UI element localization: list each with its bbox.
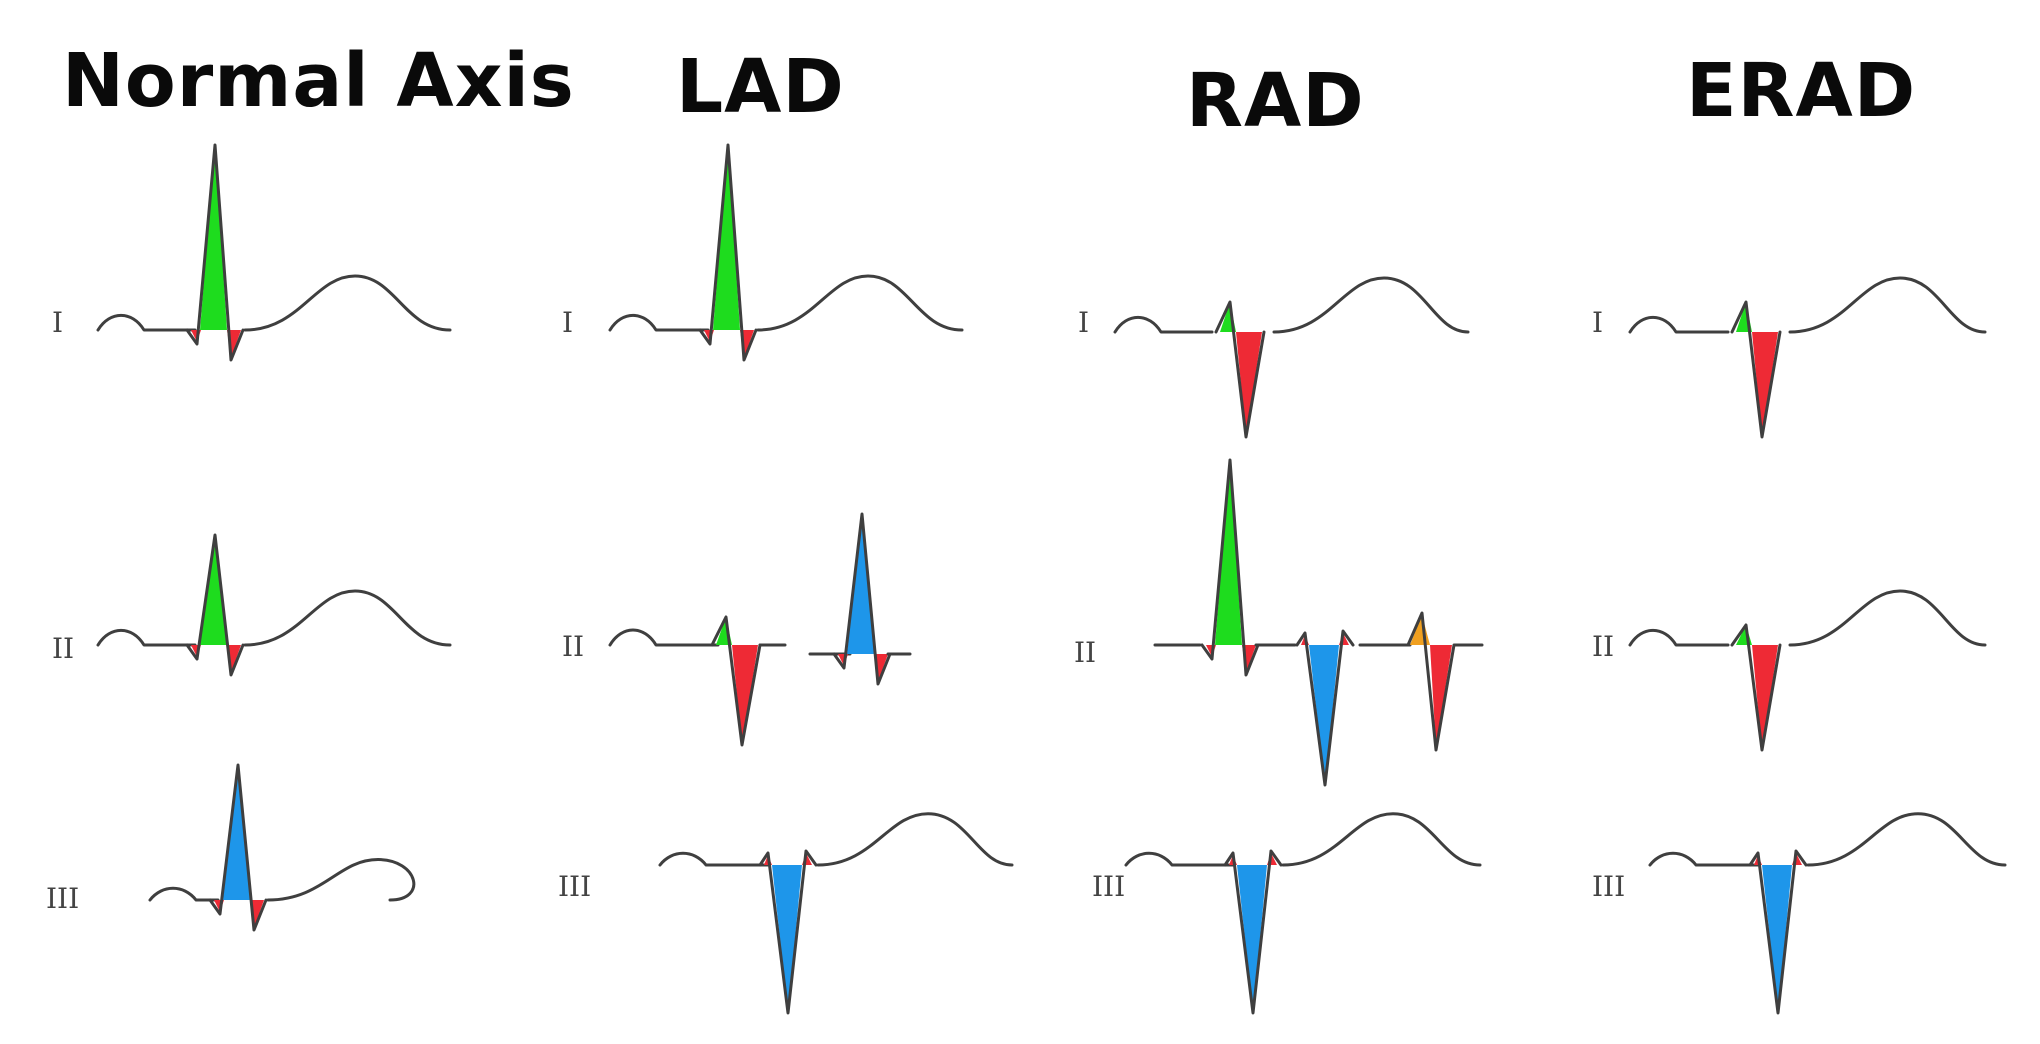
- lead-label-lad-ii: II: [562, 630, 585, 663]
- lead-label-erad-iii: III: [1592, 870, 1626, 903]
- lad-i-qrs-line: [698, 143, 758, 362]
- lad-i-p-wave: [608, 314, 710, 332]
- normal-iii-t-wave: [266, 858, 416, 902]
- rad-i-t-wave: [1272, 276, 1470, 334]
- erad-ii-s-fill: [1752, 645, 1778, 750]
- lead-label-erad-ii: II: [1592, 630, 1615, 663]
- erad-iii-p-wave: [1648, 851, 1760, 867]
- erad-i-p-wave: [1628, 316, 1730, 334]
- normal-ii-p-wave: [96, 629, 197, 647]
- lad-ii-a-s-fill: [732, 645, 758, 745]
- column-title-lad: LAD: [676, 44, 845, 130]
- erad-ii-p-wave: [1628, 629, 1730, 647]
- rad-ii-c-s-fill: [1430, 645, 1452, 748]
- rad-iii-s-fill: [1237, 865, 1267, 1013]
- lad-ii-b-r-fill: [847, 514, 874, 654]
- lad-ii-a-qrs-line: [710, 615, 762, 747]
- lead-label-normal-iii: III: [46, 882, 80, 915]
- erad-i-t-wave: [1788, 276, 1987, 334]
- lad-ii-b-qrs-line: [832, 512, 892, 686]
- lead-label-normal-ii: II: [52, 632, 75, 665]
- erad-i-s-fill: [1752, 332, 1778, 437]
- lead-label-lad-i: I: [562, 306, 574, 339]
- normal-i-p-wave: [96, 314, 197, 332]
- lad-iii-s-fill: [772, 865, 802, 1013]
- normal-iii-qrs-line: [208, 763, 268, 932]
- erad-ii-t-wave: [1788, 589, 1987, 647]
- column-title-normal-axis: Normal Axis: [62, 38, 575, 124]
- normal-ii-qrs-line: [185, 533, 245, 677]
- erad-iii-qrs-line: [1748, 849, 1808, 1015]
- rad-iii-t-wave: [1281, 812, 1482, 867]
- normal-i-r-fill: [200, 145, 227, 330]
- erad-iii-s-fill: [1762, 865, 1792, 1013]
- lead-label-lad-iii: III: [558, 870, 592, 903]
- rad-iii-p-wave: [1124, 851, 1235, 867]
- rad-iii-qrs-line: [1223, 849, 1283, 1015]
- rad-i-qrs-line: [1214, 300, 1266, 439]
- rad-ii-a-r-fill: [1215, 460, 1242, 645]
- lad-i-r-fill: [713, 145, 740, 330]
- normal-i-t-wave: [243, 274, 452, 332]
- rad-ii-a-qrs-line: [1200, 458, 1260, 677]
- normal-ii-t-wave: [243, 589, 452, 647]
- rad-ii-c-qrs-line: [1406, 611, 1484, 752]
- erad-i-qrs-line: [1730, 300, 1782, 439]
- erad-iii-t-wave: [1806, 812, 2007, 867]
- normal-iii-p-wave: [148, 886, 220, 902]
- normal-i-qrs-line: [185, 143, 245, 362]
- normal-ii-r-fill: [200, 535, 227, 645]
- lad-i-t-wave: [756, 274, 964, 332]
- column-title-rad: RAD: [1186, 58, 1365, 144]
- lead-label-erad-i: I: [1592, 306, 1604, 339]
- lad-ii-p-wave: [608, 628, 720, 647]
- lead-label-normal-i: I: [52, 306, 64, 339]
- rad-ii-b-qrs-line: [1295, 629, 1355, 787]
- column-title-erad: ERAD: [1686, 48, 1917, 134]
- lad-iii-qrs-line: [758, 849, 818, 1015]
- lad-iii-t-wave: [816, 812, 1014, 867]
- lad-iii-p-wave: [658, 851, 770, 867]
- rad-i-s-fill: [1236, 332, 1262, 437]
- rad-i-p-wave: [1113, 316, 1214, 334]
- rad-ii-b-s-fill: [1309, 645, 1339, 785]
- lead-label-rad-i: I: [1078, 306, 1090, 339]
- lead-label-rad-ii: II: [1074, 636, 1097, 669]
- lead-label-rad-iii: III: [1092, 870, 1126, 903]
- normal-iii-r-fill: [223, 765, 250, 900]
- erad-ii-qrs-line: [1730, 623, 1782, 752]
